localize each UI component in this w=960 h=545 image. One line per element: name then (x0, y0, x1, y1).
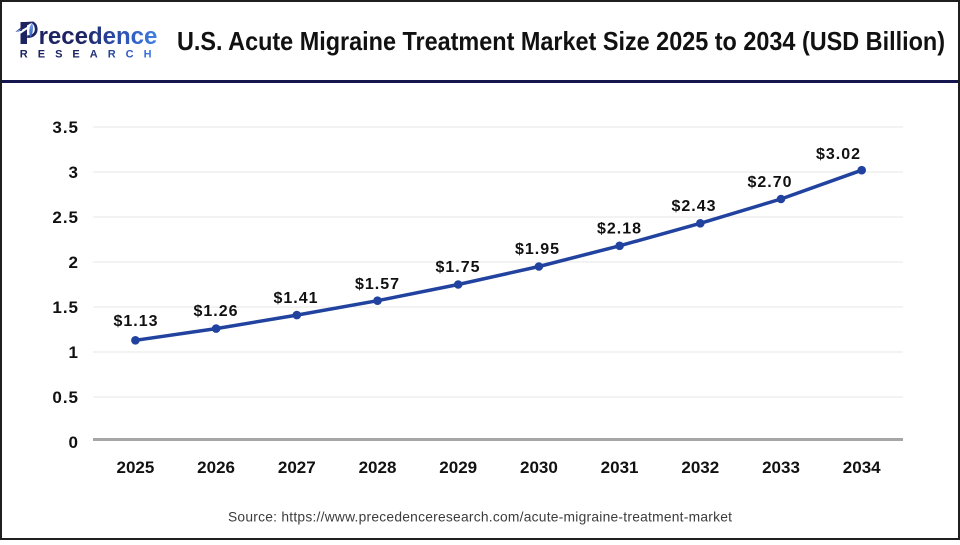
svg-text:2031: 2031 (601, 458, 639, 477)
svg-text:Source: https://www.precedence: Source: https://www.precedenceresearch.c… (228, 510, 732, 525)
svg-text:$1.26: $1.26 (193, 303, 238, 320)
svg-text:2.5: 2.5 (52, 208, 79, 227)
svg-text:$2.18: $2.18 (597, 221, 642, 238)
svg-text:2: 2 (69, 253, 79, 272)
svg-text:3.5: 3.5 (52, 118, 79, 137)
svg-text:2030: 2030 (520, 458, 558, 477)
svg-text:$1.13: $1.13 (113, 313, 158, 330)
svg-text:2033: 2033 (762, 458, 800, 477)
svg-text:0.5: 0.5 (52, 388, 79, 407)
svg-text:1: 1 (69, 343, 79, 362)
svg-text:2034: 2034 (843, 458, 881, 477)
svg-text:$1.57: $1.57 (355, 276, 400, 293)
svg-text:2025: 2025 (116, 458, 154, 477)
svg-text:2028: 2028 (359, 458, 397, 477)
svg-text:2026: 2026 (197, 458, 235, 477)
svg-text:2029: 2029 (439, 458, 477, 477)
svg-text:2027: 2027 (278, 458, 316, 477)
svg-text:0: 0 (69, 433, 79, 452)
svg-text:2032: 2032 (681, 458, 719, 477)
svg-text:$1.75: $1.75 (435, 259, 480, 276)
svg-text:$3.02: $3.02 (816, 146, 861, 163)
svg-text:RESEARCH: RESEARCH (20, 48, 162, 60)
svg-text:$2.43: $2.43 (671, 198, 716, 215)
svg-text:$1.95: $1.95 (515, 241, 560, 258)
svg-text:U.S. Acute Migraine Treatment: U.S. Acute Migraine Treatment Market Siz… (177, 26, 945, 56)
svg-text:recedence: recedence (39, 23, 158, 50)
svg-text:$2.70: $2.70 (747, 174, 792, 191)
svg-text:3: 3 (69, 163, 79, 182)
svg-text:1.5: 1.5 (52, 298, 79, 317)
svg-text:$1.41: $1.41 (273, 290, 318, 307)
